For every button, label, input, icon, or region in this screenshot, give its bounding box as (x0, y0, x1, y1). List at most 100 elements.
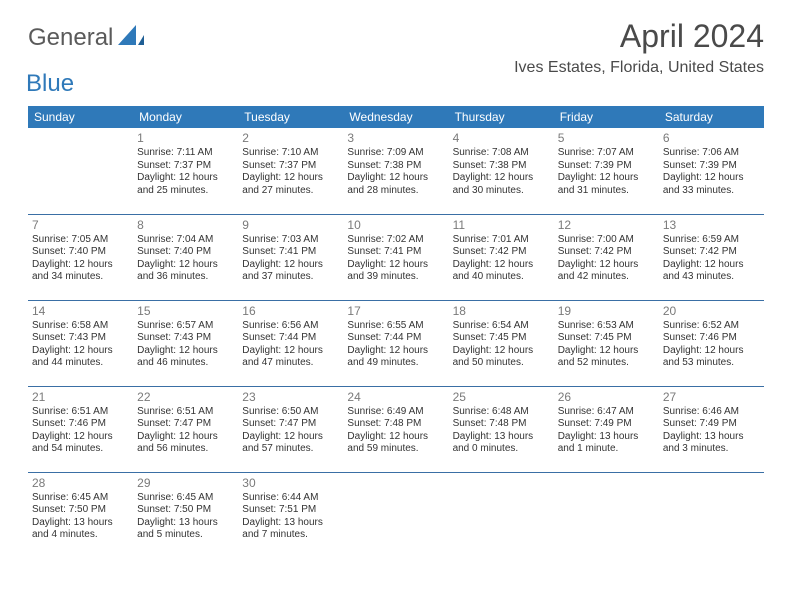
daylight-line-2: and 33 minutes. (663, 185, 760, 198)
daylight-line-1: Daylight: 12 hours (558, 259, 655, 272)
daylight-line-2: and 54 minutes. (32, 443, 129, 456)
day-number: 27 (663, 390, 760, 405)
sunrise-line: Sunrise: 7:10 AM (242, 147, 339, 160)
sunrise-line: Sunrise: 6:51 AM (137, 406, 234, 419)
day-number: 7 (32, 218, 129, 233)
calendar-cell: 14Sunrise: 6:58 AMSunset: 7:43 PMDayligh… (28, 300, 133, 386)
calendar-table: SundayMondayTuesdayWednesdayThursdayFrid… (28, 106, 764, 558)
month-title: April 2024 (514, 18, 764, 55)
calendar-cell: 29Sunrise: 6:45 AMSunset: 7:50 PMDayligh… (133, 472, 238, 558)
location-text: Ives Estates, Florida, United States (514, 59, 764, 77)
calendar-cell: 8Sunrise: 7:04 AMSunset: 7:40 PMDaylight… (133, 214, 238, 300)
calendar-cell: 2Sunrise: 7:10 AMSunset: 7:37 PMDaylight… (238, 128, 343, 214)
daylight-line-1: Daylight: 13 hours (558, 431, 655, 444)
calendar-cell: 27Sunrise: 6:46 AMSunset: 7:49 PMDayligh… (659, 386, 764, 472)
day-header: Thursday (449, 106, 554, 128)
sunrise-line: Sunrise: 6:46 AM (663, 406, 760, 419)
sunset-line: Sunset: 7:40 PM (32, 246, 129, 259)
calendar-week: 28Sunrise: 6:45 AMSunset: 7:50 PMDayligh… (28, 472, 764, 558)
day-header: Wednesday (343, 106, 448, 128)
day-number: 6 (663, 131, 760, 146)
sunrise-line: Sunrise: 6:52 AM (663, 320, 760, 333)
sunrise-line: Sunrise: 7:06 AM (663, 147, 760, 160)
calendar-cell (554, 472, 659, 558)
calendar-cell: 3Sunrise: 7:09 AMSunset: 7:38 PMDaylight… (343, 128, 448, 214)
daylight-line-1: Daylight: 12 hours (242, 345, 339, 358)
logo-text-blue: Blue (26, 70, 144, 98)
day-header: Tuesday (238, 106, 343, 128)
sunset-line: Sunset: 7:37 PM (137, 160, 234, 173)
sunrise-line: Sunrise: 6:44 AM (242, 492, 339, 505)
brand-logo: General Blue (28, 24, 144, 98)
sunrise-line: Sunrise: 7:09 AM (347, 147, 444, 160)
daylight-line-1: Daylight: 12 hours (137, 259, 234, 272)
day-number: 9 (242, 218, 339, 233)
calendar-cell: 7Sunrise: 7:05 AMSunset: 7:40 PMDaylight… (28, 214, 133, 300)
daylight-line-2: and 34 minutes. (32, 271, 129, 284)
calendar-cell: 11Sunrise: 7:01 AMSunset: 7:42 PMDayligh… (449, 214, 554, 300)
calendar-page: General Blue April 2024 Ives Estates, Fl… (0, 0, 792, 576)
calendar-week: 7Sunrise: 7:05 AMSunset: 7:40 PMDaylight… (28, 214, 764, 300)
calendar-cell: 5Sunrise: 7:07 AMSunset: 7:39 PMDaylight… (554, 128, 659, 214)
sunset-line: Sunset: 7:46 PM (32, 418, 129, 431)
day-number: 5 (558, 131, 655, 146)
day-number: 21 (32, 390, 129, 405)
sunset-line: Sunset: 7:49 PM (663, 418, 760, 431)
sunset-line: Sunset: 7:47 PM (242, 418, 339, 431)
sunset-line: Sunset: 7:44 PM (242, 332, 339, 345)
day-number: 12 (558, 218, 655, 233)
sunrise-line: Sunrise: 6:57 AM (137, 320, 234, 333)
daylight-line-2: and 25 minutes. (137, 185, 234, 198)
day-number: 30 (242, 476, 339, 491)
daylight-line-2: and 28 minutes. (347, 185, 444, 198)
day-number: 17 (347, 304, 444, 319)
sunset-line: Sunset: 7:43 PM (32, 332, 129, 345)
day-header: Friday (554, 106, 659, 128)
day-number: 11 (453, 218, 550, 233)
daylight-line-1: Daylight: 12 hours (663, 345, 760, 358)
daylight-line-1: Daylight: 12 hours (453, 345, 550, 358)
calendar-week: 21Sunrise: 6:51 AMSunset: 7:46 PMDayligh… (28, 386, 764, 472)
calendar-cell (28, 128, 133, 214)
sunrise-line: Sunrise: 7:04 AM (137, 234, 234, 247)
sunrise-line: Sunrise: 6:53 AM (558, 320, 655, 333)
daylight-line-2: and 30 minutes. (453, 185, 550, 198)
daylight-line-1: Daylight: 12 hours (242, 259, 339, 272)
sunset-line: Sunset: 7:49 PM (558, 418, 655, 431)
sail-icon (118, 25, 144, 50)
sunset-line: Sunset: 7:41 PM (242, 246, 339, 259)
calendar-cell (449, 472, 554, 558)
calendar-cell: 13Sunrise: 6:59 AMSunset: 7:42 PMDayligh… (659, 214, 764, 300)
day-number: 2 (242, 131, 339, 146)
daylight-line-2: and 36 minutes. (137, 271, 234, 284)
sunset-line: Sunset: 7:41 PM (347, 246, 444, 259)
sunrise-line: Sunrise: 6:49 AM (347, 406, 444, 419)
day-header: Monday (133, 106, 238, 128)
sunset-line: Sunset: 7:37 PM (242, 160, 339, 173)
calendar-cell: 6Sunrise: 7:06 AMSunset: 7:39 PMDaylight… (659, 128, 764, 214)
calendar-cell: 15Sunrise: 6:57 AMSunset: 7:43 PMDayligh… (133, 300, 238, 386)
calendar-week: 1Sunrise: 7:11 AMSunset: 7:37 PMDaylight… (28, 128, 764, 214)
day-number: 28 (32, 476, 129, 491)
calendar-cell: 17Sunrise: 6:55 AMSunset: 7:44 PMDayligh… (343, 300, 448, 386)
calendar-cell: 20Sunrise: 6:52 AMSunset: 7:46 PMDayligh… (659, 300, 764, 386)
daylight-line-2: and 1 minute. (558, 443, 655, 456)
sunset-line: Sunset: 7:40 PM (137, 246, 234, 259)
day-number: 14 (32, 304, 129, 319)
calendar-cell: 18Sunrise: 6:54 AMSunset: 7:45 PMDayligh… (449, 300, 554, 386)
calendar-cell: 12Sunrise: 7:00 AMSunset: 7:42 PMDayligh… (554, 214, 659, 300)
sunset-line: Sunset: 7:50 PM (32, 504, 129, 517)
daylight-line-2: and 43 minutes. (663, 271, 760, 284)
title-block: April 2024 Ives Estates, Florida, United… (514, 18, 764, 77)
sunset-line: Sunset: 7:42 PM (453, 246, 550, 259)
daylight-line-2: and 52 minutes. (558, 357, 655, 370)
sunset-line: Sunset: 7:39 PM (558, 160, 655, 173)
daylight-line-2: and 42 minutes. (558, 271, 655, 284)
daylight-line-2: and 49 minutes. (347, 357, 444, 370)
daylight-line-2: and 3 minutes. (663, 443, 760, 456)
sunrise-line: Sunrise: 7:08 AM (453, 147, 550, 160)
daylight-line-2: and 44 minutes. (32, 357, 129, 370)
daylight-line-2: and 0 minutes. (453, 443, 550, 456)
daylight-line-1: Daylight: 12 hours (32, 431, 129, 444)
day-number: 24 (347, 390, 444, 405)
